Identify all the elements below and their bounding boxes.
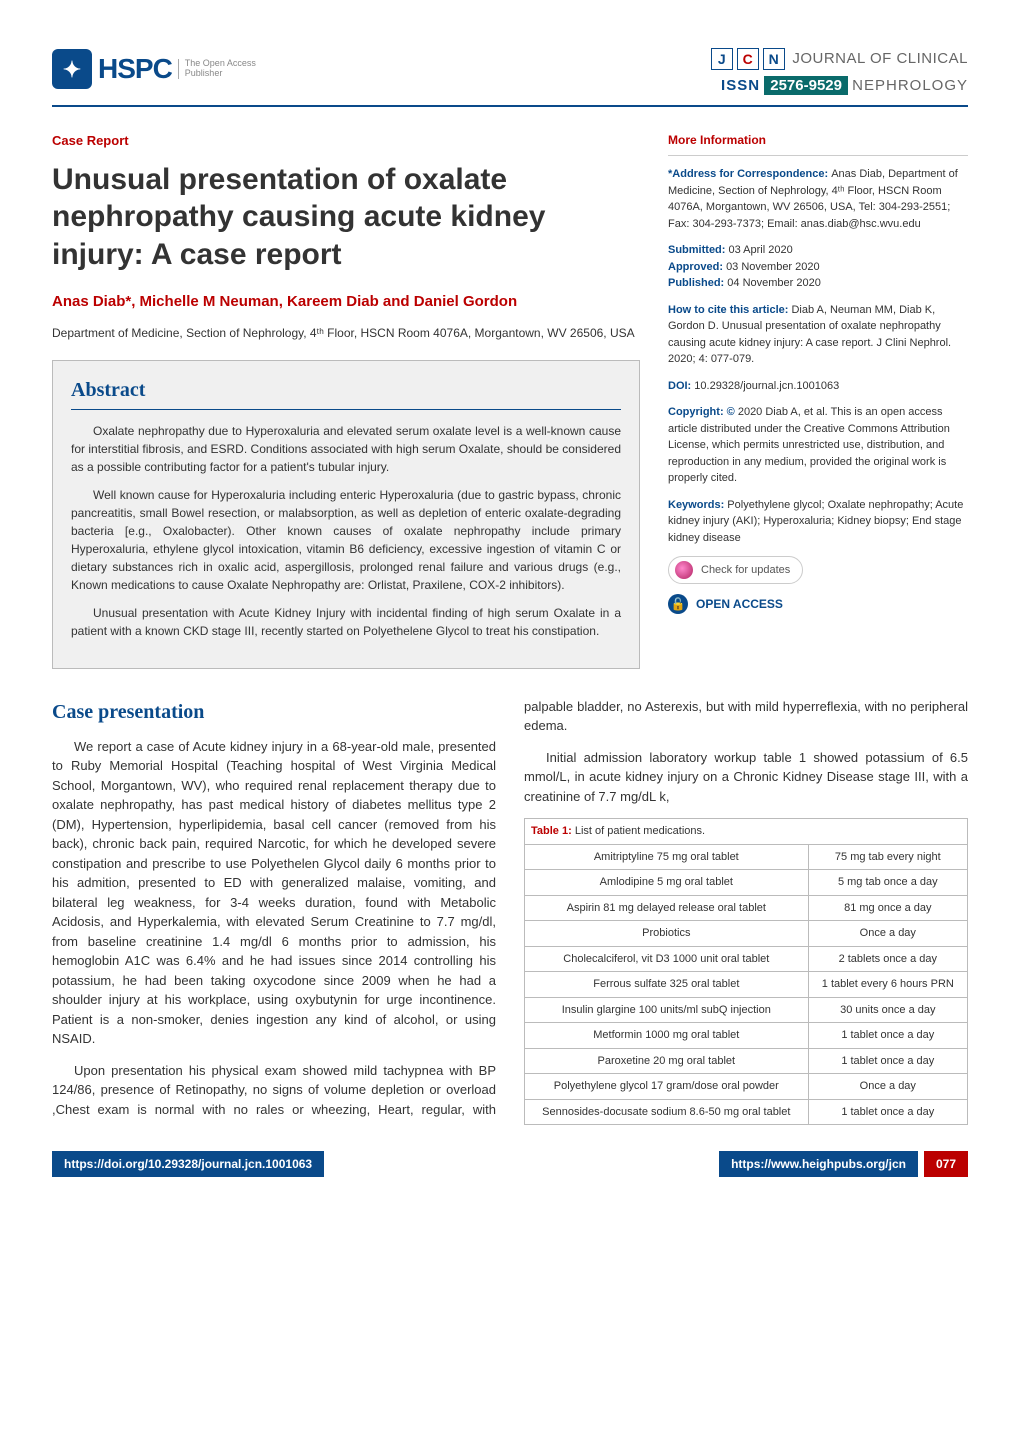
table-cell: 1 tablet once a day (808, 1099, 967, 1125)
authors: Anas Diab*, Michelle M Neuman, Kareem Di… (52, 291, 640, 314)
sidebar: More Information *Address for Correspond… (668, 131, 968, 691)
body-p1: We report a case of Acute kidney injury … (52, 737, 496, 1049)
abstract-p3: Unusual presentation with Acute Kidney I… (71, 604, 621, 640)
table-row: Sennosides-docusate sodium 8.6-50 mg ora… (525, 1099, 968, 1125)
abstract-p2: Well known cause for Hyperoxaluria inclu… (71, 486, 621, 594)
table-cell: Cholecalciferol, vit D3 1000 unit oral t… (525, 946, 809, 972)
table-cell: 30 units once a day (808, 997, 967, 1023)
logo-text: HSPC (98, 48, 172, 90)
abstract-heading: Abstract (71, 375, 621, 410)
copyright: Copyright: © 2020 Diab A, et al. This is… (668, 404, 968, 487)
article-title: Unusual presentation of oxalate nephropa… (52, 161, 640, 274)
affiliation: Department of Medicine, Section of Nephr… (52, 324, 640, 342)
main-column: Case Report Unusual presentation of oxal… (52, 131, 640, 691)
table-cell: 81 mg once a day (808, 895, 967, 921)
body-columns: Case presentation We report a case of Ac… (52, 697, 968, 1126)
abstract-box: Abstract Oxalate nephropathy due to Hype… (52, 360, 640, 669)
table-cell: 5 mg tab once a day (808, 870, 967, 896)
table-row: Paroxetine 20 mg oral tablet1 tablet onc… (525, 1048, 968, 1074)
table-cell: Insulin glargine 100 units/ml subQ injec… (525, 997, 809, 1023)
table-row: Ferrous sulfate 325 oral tablet1 tablet … (525, 972, 968, 998)
issn-label: ISSN (721, 77, 760, 94)
table-cell: Probiotics (525, 921, 809, 947)
table-cell: Once a day (808, 921, 967, 947)
table-cell: 1 tablet once a day (808, 1023, 967, 1049)
check-updates-button[interactable]: Check for updates (668, 556, 803, 584)
issn-value: 2576-9529 (764, 76, 848, 95)
page-footer: https://doi.org/10.29328/journal.jcn.100… (52, 1151, 968, 1177)
body-p3: Initial admission laboratory workup tabl… (524, 748, 968, 807)
more-info-heading: More Information (668, 131, 968, 156)
table1-wrap: Table 1: List of patient medications. Am… (524, 818, 968, 1125)
jcn-c-icon: C (737, 48, 759, 70)
table-row: Aspirin 81 mg delayed release oral table… (525, 895, 968, 921)
table-cell: Polyethylene glycol 17 gram/dose oral po… (525, 1074, 809, 1100)
article-type: Case Report (52, 131, 640, 151)
page-header: ✦ HSPC The Open Access Publisher J C N J… (52, 48, 968, 107)
table-row: ProbioticsOnce a day (525, 921, 968, 947)
keywords: Keywords: Polyethylene glycol; Oxalate n… (668, 497, 968, 547)
table-cell: 1 tablet once a day (808, 1048, 967, 1074)
journal-name-line1: JOURNAL OF CLINICAL (792, 48, 968, 71)
journal-brand: J C N JOURNAL OF CLINICAL ISSN 2576-9529… (711, 48, 968, 97)
footer-site-link[interactable]: https://www.heighpubs.org/jcn (719, 1151, 918, 1177)
table-cell: 1 tablet every 6 hours PRN (808, 972, 967, 998)
footer-page-number: 077 (924, 1151, 968, 1177)
dates: Submitted: 03 April 2020 Approved: 03 No… (668, 242, 968, 292)
section-heading: Case presentation (52, 697, 496, 727)
table-row: Polyethylene glycol 17 gram/dose oral po… (525, 1074, 968, 1100)
table-cell: Once a day (808, 1074, 967, 1100)
open-access-badge: 🔓 OPEN ACCESS (668, 594, 968, 614)
table-cell: Amitriptyline 75 mg oral tablet (525, 844, 809, 870)
jcn-n-icon: N (763, 48, 785, 70)
table1-caption: Table 1: List of patient medications. (524, 818, 968, 844)
table-row: Amitriptyline 75 mg oral tablet75 mg tab… (525, 844, 968, 870)
jcn-j-icon: J (711, 48, 733, 70)
table-cell: Paroxetine 20 mg oral tablet (525, 1048, 809, 1074)
table-cell: 75 mg tab every night (808, 844, 967, 870)
table-row: Amlodipine 5 mg oral tablet5 mg tab once… (525, 870, 968, 896)
table-cell: Aspirin 81 mg delayed release oral table… (525, 895, 809, 921)
abstract-p1: Oxalate nephropathy due to Hyperoxaluria… (71, 422, 621, 476)
logo-subtitle: The Open Access Publisher (178, 59, 256, 79)
jcn-boxes: J C N (711, 48, 785, 70)
crossmark-icon (675, 561, 693, 579)
doi: DOI: 10.29328/journal.jcn.1001063 (668, 378, 968, 395)
footer-doi-link[interactable]: https://doi.org/10.29328/journal.jcn.100… (52, 1151, 324, 1177)
open-access-icon: 🔓 (668, 594, 688, 614)
table1: Table 1: List of patient medications. Am… (524, 818, 968, 1125)
table-cell: Ferrous sulfate 325 oral tablet (525, 972, 809, 998)
table-row: Cholecalciferol, vit D3 1000 unit oral t… (525, 946, 968, 972)
correspondence: *Address for Correspondence: Anas Diab, … (668, 166, 968, 232)
table-cell: Amlodipine 5 mg oral tablet (525, 870, 809, 896)
table-row: Metformin 1000 mg oral tablet1 tablet on… (525, 1023, 968, 1049)
citation: How to cite this article: Diab A, Neuman… (668, 302, 968, 368)
table-cell: Sennosides-docusate sodium 8.6-50 mg ora… (525, 1099, 809, 1125)
logo-mark-icon: ✦ (52, 49, 92, 89)
table-cell: 2 tablets once a day (808, 946, 967, 972)
table-cell: Metformin 1000 mg oral tablet (525, 1023, 809, 1049)
journal-name-line2: NEPHROLOGY (852, 77, 968, 94)
table-row: Insulin glargine 100 units/ml subQ injec… (525, 997, 968, 1023)
publisher-logo: ✦ HSPC The Open Access Publisher (52, 48, 256, 90)
